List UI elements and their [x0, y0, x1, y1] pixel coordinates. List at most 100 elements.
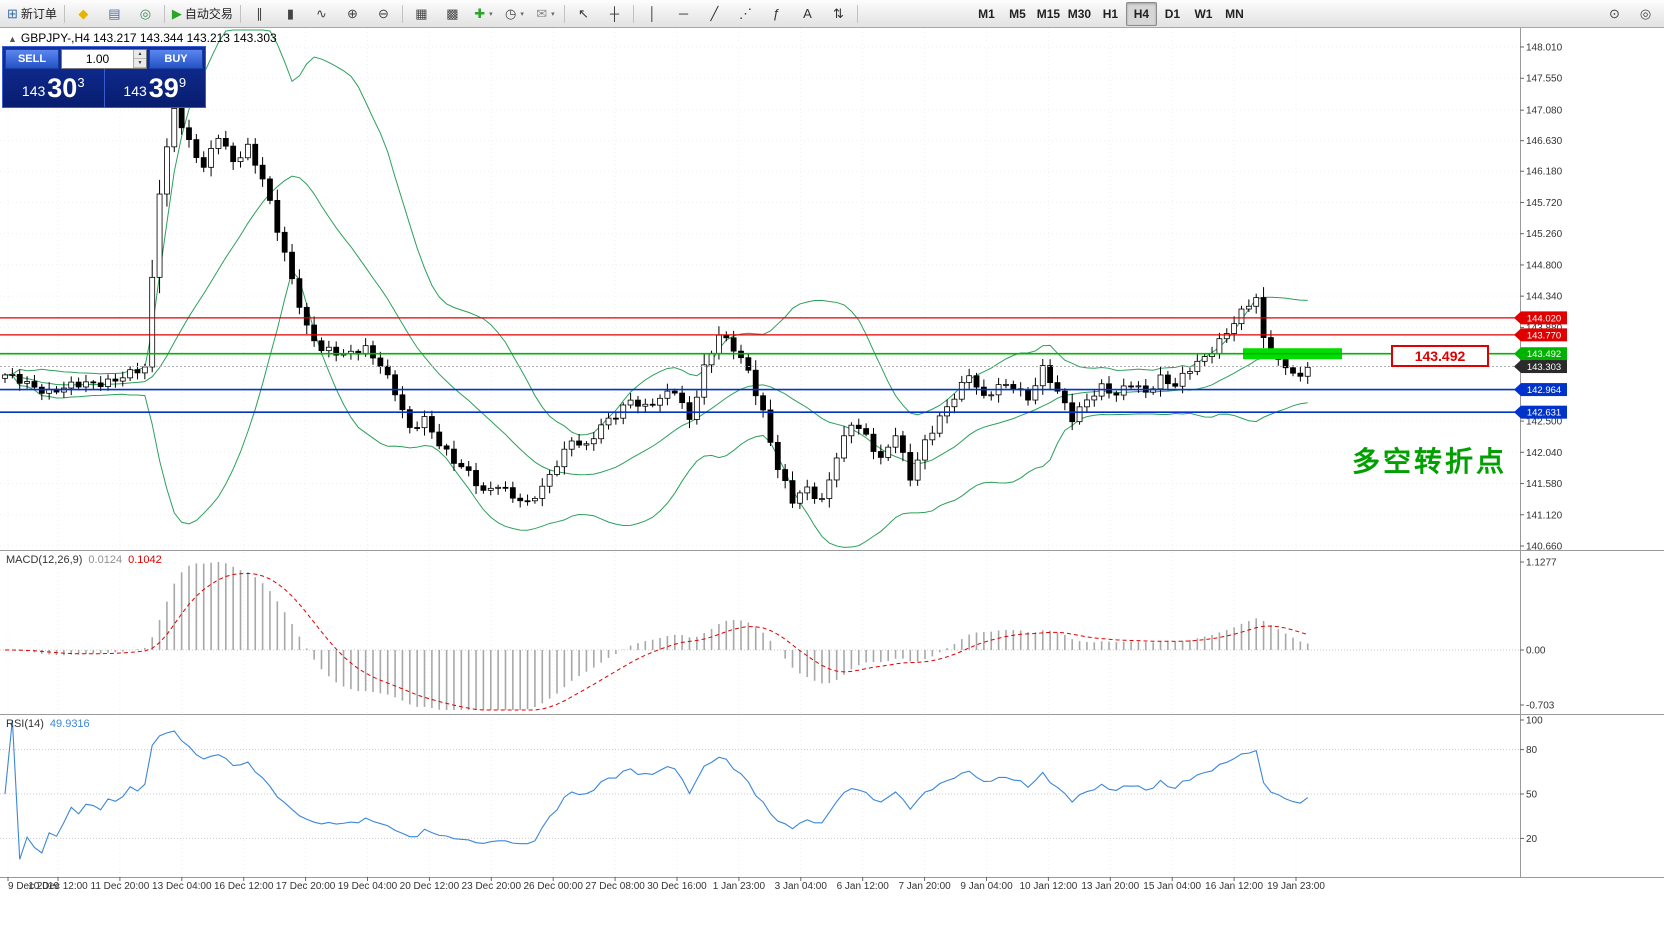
- candle-body: [97, 382, 104, 387]
- time-axis-label: 19 Jan 23:00: [1267, 881, 1325, 892]
- candle-body: [1290, 367, 1296, 374]
- candle-body: [958, 381, 965, 400]
- price-tag-arrow: [1514, 383, 1521, 397]
- chart-bars-button[interactable]: ∥: [244, 2, 275, 26]
- price-tag-value: 143.303: [1527, 362, 1561, 373]
- candle-body: [789, 480, 796, 504]
- timeframe-d1-button[interactable]: D1: [1157, 2, 1188, 26]
- vertical-line-tool-button[interactable]: │: [637, 2, 668, 26]
- new-order-button[interactable]: ⊞ 新订单: [3, 2, 61, 26]
- price-tag[interactable]: [1521, 311, 1567, 325]
- lot-size-input[interactable]: 1.00 ▲ ▼: [61, 49, 147, 69]
- candle-body: [863, 428, 870, 435]
- timeframe-m30-button[interactable]: M30: [1064, 2, 1095, 26]
- candle-body: [215, 138, 222, 149]
- time-axis-label: 27 Dec 08:00: [585, 881, 645, 892]
- price-tag[interactable]: [1521, 405, 1567, 419]
- buy-price[interactable]: 143 39 9: [103, 69, 206, 107]
- macd-axis-label: 1.1277: [1526, 558, 1557, 569]
- candle-body: [186, 127, 192, 140]
- trendline-tool-button[interactable]: ╱: [699, 2, 730, 26]
- price-tag[interactable]: [1521, 347, 1567, 361]
- chart-line-button[interactable]: ∿: [306, 2, 337, 26]
- rsi-indicator-label: RSI(14) 49.9316: [6, 718, 90, 730]
- price-tag-arrow: [1514, 405, 1521, 419]
- price-axis-label: 147.080: [1526, 106, 1563, 117]
- sell-price-base: 143: [21, 83, 46, 99]
- candle-body: [848, 424, 855, 437]
- candle-body: [635, 399, 641, 407]
- horizontal-line-tool-button[interactable]: ─: [668, 2, 699, 26]
- mql5-community-button[interactable]: ◆: [68, 2, 99, 26]
- candle-body: [1216, 338, 1223, 354]
- channel-tool-button[interactable]: ⋰: [730, 2, 761, 26]
- periods-button[interactable]: ◷ ▾: [499, 2, 530, 26]
- candle-body: [296, 278, 303, 308]
- autotrading-button[interactable]: ▶ 自动交易: [168, 2, 237, 26]
- templates-button[interactable]: ✉ ▾: [530, 2, 561, 26]
- candle-body: [9, 373, 16, 376]
- candle-body: [973, 375, 980, 388]
- candle-body: [900, 435, 906, 453]
- market-watch-button[interactable]: ◎: [130, 2, 161, 26]
- candle-body: [1025, 389, 1031, 401]
- zoom-in-button[interactable]: ⊕: [337, 2, 368, 26]
- timeframe-m1-button[interactable]: M1: [971, 2, 1002, 26]
- lot-decrease-icon[interactable]: ▼: [134, 59, 146, 68]
- horizontal-lines[interactable]: [0, 317, 1520, 413]
- fibonacci-tool-button[interactable]: ƒ: [761, 2, 792, 26]
- candle-body: [1253, 297, 1260, 307]
- crosshair-button[interactable]: ┼: [599, 2, 630, 26]
- timeframe-mn-button[interactable]: MN: [1219, 2, 1250, 26]
- time-axis-label: 7 Jan 20:00: [898, 881, 951, 892]
- candle-body: [576, 440, 582, 446]
- bollinger-line: [4, 29, 1308, 436]
- text-tool-button[interactable]: A: [792, 2, 823, 26]
- timeframe-m15-button[interactable]: M15: [1033, 2, 1064, 26]
- timeframe-h4-button[interactable]: H4: [1125, 1, 1157, 26]
- profiles-button[interactable]: ▤: [99, 2, 130, 26]
- zoom-out-button[interactable]: ⊖: [368, 2, 399, 26]
- timeframe-m30-label: M30: [1067, 6, 1092, 21]
- candle-body: [723, 334, 730, 339]
- candle-body: [230, 145, 237, 163]
- price-tags[interactable]: 144.020 143.770 143.492 143.303 142.964 142.6…: [1514, 311, 1567, 419]
- cursor-button[interactable]: ↖: [568, 2, 599, 26]
- price-level-callout[interactable]: 143.492: [1391, 345, 1489, 367]
- candle-body: [90, 381, 97, 384]
- tile-windows-button[interactable]: ▦: [406, 2, 437, 26]
- candle-body: [855, 424, 862, 429]
- timeframe-m5-button[interactable]: M5: [1002, 2, 1033, 26]
- lot-size-stepper[interactable]: ▲ ▼: [133, 50, 146, 68]
- price-tag[interactable]: [1521, 383, 1567, 397]
- toolbar: ⊞ 新订单 ◆ ▤ ◎ ▶ 自动交易 ∥ ▮ ∿ ⊕ ⊖ ▦ ▩ ✚ ▾ ◷ ▾ ✉ ▾ ↖ ┼ │ ─ ╱ ⋰ ƒ A ⇅ M1 M5 M1…: [0, 0, 1664, 28]
- timeframe-w1-button[interactable]: W1: [1188, 2, 1219, 26]
- quick-navigation-button[interactable]: ◎: [1630, 2, 1661, 26]
- lot-increase-icon[interactable]: ▲: [134, 50, 146, 59]
- trade-panel-toggle-icon[interactable]: ▲: [8, 34, 17, 44]
- sell-price[interactable]: 143 30 3: [3, 69, 104, 107]
- new-chart-button[interactable]: ✚ ▾: [468, 2, 499, 26]
- candle-body: [200, 157, 207, 168]
- price-axis[interactable]: 148.010 147.550 147.080 146.630 146.180 145.7…: [1520, 43, 1563, 845]
- candle-body: [708, 352, 715, 366]
- price-tag[interactable]: [1521, 360, 1567, 374]
- arrows-tool-button[interactable]: ⇅: [823, 2, 854, 26]
- arrange-windows-button[interactable]: ▩: [437, 2, 468, 26]
- candle-body: [524, 500, 531, 503]
- candle-body: [362, 345, 369, 355]
- macd-title: MACD(12,26,9): [6, 554, 83, 566]
- timeframe-h1-button[interactable]: H1: [1095, 2, 1126, 26]
- price-tag[interactable]: [1521, 328, 1567, 342]
- chart-candles-button[interactable]: ▮: [275, 2, 306, 26]
- lot-size-value[interactable]: 1.00: [85, 52, 110, 66]
- search-button[interactable]: ⊙: [1599, 2, 1630, 26]
- candle-body: [936, 415, 943, 434]
- buy-price-sup: 9: [178, 74, 187, 90]
- buy-button[interactable]: BUY: [149, 49, 203, 69]
- candle-body: [1032, 385, 1039, 401]
- rsi-axis-label: 50: [1526, 790, 1538, 801]
- sell-button[interactable]: SELL: [5, 49, 59, 69]
